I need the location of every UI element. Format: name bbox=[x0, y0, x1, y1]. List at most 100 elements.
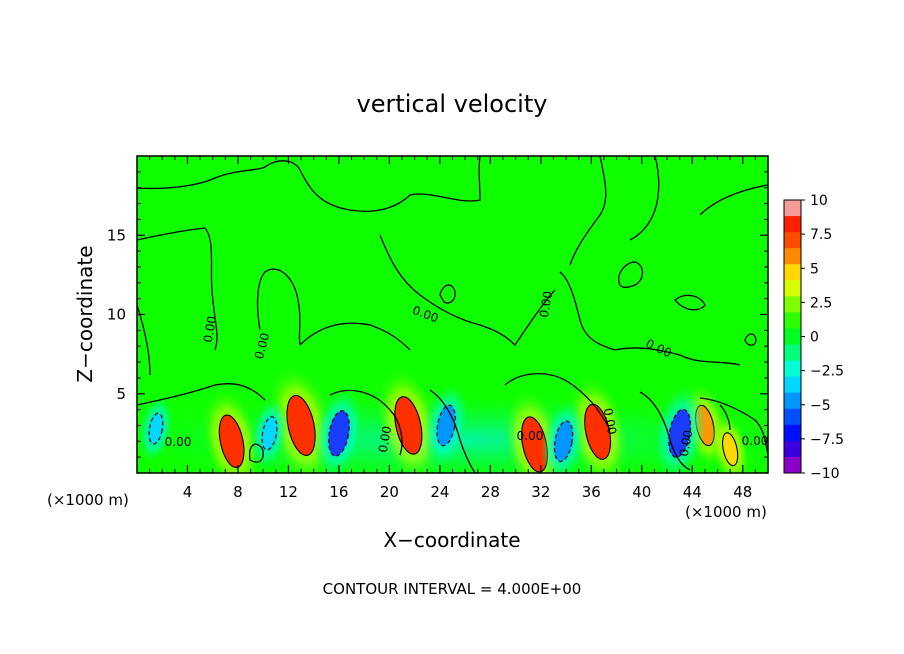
contour-label: 0.00 bbox=[165, 435, 192, 449]
contour-line bbox=[699, 184, 768, 216]
colorbar-cell bbox=[784, 408, 801, 426]
contour-line bbox=[256, 268, 301, 346]
contour-line bbox=[719, 404, 731, 431]
contour-line bbox=[674, 294, 706, 311]
contour-line bbox=[569, 156, 607, 266]
colorbar-tick-label: 5 bbox=[810, 261, 819, 277]
x-tick-label: 16 bbox=[329, 483, 348, 501]
colorbar-cell bbox=[784, 264, 801, 281]
colorbar-cell bbox=[784, 312, 801, 329]
contour-line bbox=[744, 333, 757, 346]
colorbar-cell bbox=[784, 232, 801, 249]
x-tick-label: 28 bbox=[481, 483, 500, 501]
x-tick-label: 40 bbox=[632, 483, 651, 501]
contour-line bbox=[137, 304, 151, 376]
colorbar-ticks: 10 7.5 5 2.5 0 −2.5 −5 −7.5 −10 bbox=[801, 193, 844, 482]
contour-line bbox=[699, 397, 768, 456]
x-tick-label: 20 bbox=[380, 483, 399, 501]
x-tick-label: 12 bbox=[279, 483, 298, 501]
contour-line bbox=[329, 389, 403, 456]
contour-label: 0.00 bbox=[376, 425, 394, 454]
contour-line bbox=[299, 322, 411, 351]
contour-labels: 0.000.000.00 0.000.000.00 0.000.000.00 0.00… bbox=[165, 290, 769, 458]
contour-line bbox=[559, 271, 616, 351]
colorbar-cell bbox=[784, 344, 801, 362]
contour-line bbox=[479, 289, 556, 347]
y-tick-label: 15 bbox=[107, 226, 126, 244]
cell-core bbox=[668, 408, 692, 458]
velocity-cell bbox=[710, 413, 750, 473]
colorbar-tick-label: 0 bbox=[810, 330, 819, 346]
contour-line bbox=[618, 261, 644, 288]
axis-ticks bbox=[137, 156, 768, 473]
contour-line bbox=[614, 347, 741, 366]
y-tick-labels: 5 10 15 bbox=[107, 226, 126, 403]
contour-line bbox=[379, 234, 481, 326]
plot-area: 0.000.000.00 0.000.000.00 0.000.000.00 0.00… bbox=[137, 156, 769, 473]
y-tick-label: 5 bbox=[116, 385, 126, 403]
x-tick-label: 4 bbox=[183, 483, 193, 501]
x-unit-left: (×1000 m) bbox=[47, 491, 129, 509]
contour-line bbox=[639, 391, 691, 471]
colorbar: 10 7.5 5 2.5 0 −2.5 −5 −7.5 −10 bbox=[783, 193, 844, 482]
colorbar-cell bbox=[784, 280, 801, 297]
cell-core bbox=[148, 412, 164, 445]
colorbar-tick-label: −7.5 bbox=[810, 432, 844, 448]
x-tick-labels: 4 8 12 16 20 24 28 32 36 40 44 48 bbox=[183, 483, 753, 501]
contour-label: 0.00 bbox=[201, 315, 219, 344]
colorbar-tick-label: 2.5 bbox=[810, 295, 832, 311]
colorbar-cell bbox=[784, 456, 801, 474]
contour-label: 0.00 bbox=[677, 429, 695, 458]
velocity-cell bbox=[313, 386, 365, 473]
contour-line bbox=[249, 443, 264, 463]
x-tick-label: 48 bbox=[733, 483, 752, 501]
cell-core bbox=[261, 416, 278, 451]
contour-line bbox=[137, 227, 218, 351]
x-tick-label: 24 bbox=[430, 483, 449, 501]
contour-line bbox=[137, 383, 266, 406]
colorbar-cell bbox=[784, 216, 801, 233]
cell-core bbox=[722, 432, 739, 467]
cell-core bbox=[553, 420, 574, 463]
velocity-cells bbox=[137, 366, 750, 473]
contour-interval-footer: CONTOUR INTERVAL = 4.000E+00 bbox=[323, 580, 582, 598]
colorbar-cell bbox=[784, 392, 801, 410]
contour-line bbox=[629, 156, 660, 241]
contour-label: 0.00 bbox=[601, 407, 619, 436]
x-tick-label: 8 bbox=[233, 483, 243, 501]
contour-label: 0.00 bbox=[252, 331, 272, 360]
chart-title: vertical velocity bbox=[357, 90, 548, 118]
contour-label: 0.00 bbox=[537, 290, 555, 319]
velocity-cell bbox=[540, 398, 587, 473]
x-unit-right: (×1000 m) bbox=[685, 503, 767, 521]
velocity-cell bbox=[653, 384, 707, 473]
contour-line bbox=[137, 156, 481, 212]
contour-line bbox=[439, 284, 456, 304]
x-tick-label: 44 bbox=[683, 483, 702, 501]
y-tick-label: 10 bbox=[107, 306, 126, 324]
colorbar-cell bbox=[784, 328, 801, 346]
velocity-cell bbox=[566, 377, 629, 473]
y-axis-label: Z−coordinate bbox=[73, 245, 97, 382]
colorbar-cell bbox=[784, 248, 801, 265]
x-tick-label: 36 bbox=[582, 483, 601, 501]
colorbar-cell bbox=[784, 200, 801, 217]
colorbar-cell bbox=[784, 440, 801, 458]
colorbar-cell bbox=[784, 376, 801, 394]
x-tick-label: 32 bbox=[531, 483, 550, 501]
velocity-cell bbox=[250, 397, 289, 470]
x-axis-label: X−coordinate bbox=[383, 528, 520, 552]
contour-label: 0.00 bbox=[742, 434, 769, 448]
contour-lines bbox=[137, 156, 768, 473]
cell-core bbox=[328, 410, 350, 457]
colorbar-tick-label: 10 bbox=[810, 193, 828, 209]
colorbar-cell bbox=[784, 360, 801, 378]
contour-line bbox=[504, 373, 611, 431]
colorbar-cell bbox=[784, 296, 801, 313]
colorbar-tick-label: −5 bbox=[810, 398, 831, 414]
velocity-cell bbox=[202, 388, 262, 473]
velocity-cell bbox=[137, 394, 174, 463]
colorbar-tick-label: −10 bbox=[810, 466, 840, 482]
cell-core bbox=[218, 414, 245, 469]
